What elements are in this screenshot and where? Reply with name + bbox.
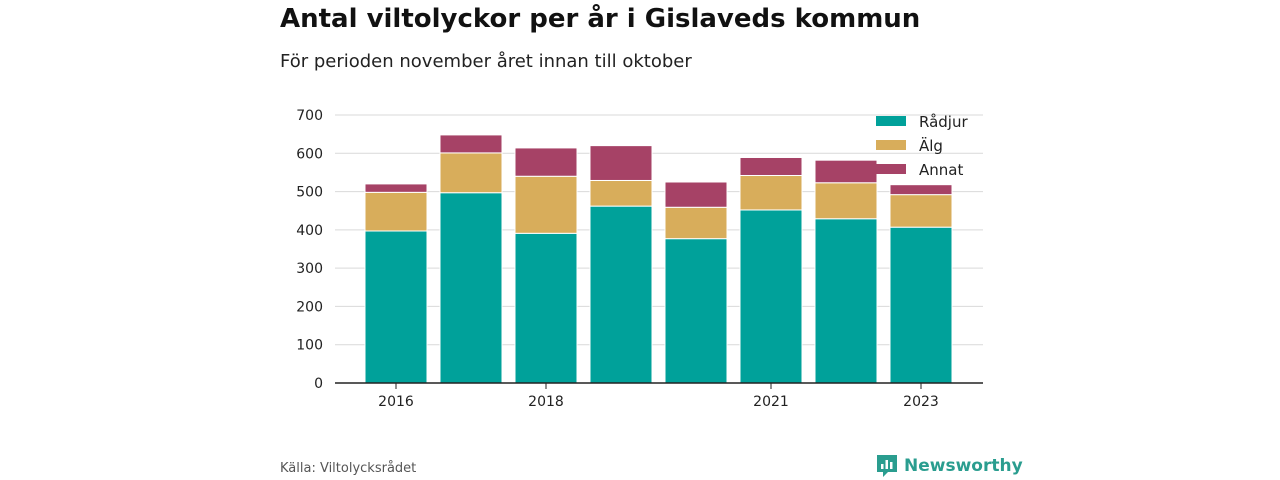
x-tick-label: 2018 — [528, 394, 564, 410]
chart-title: Antal viltolyckor per år i Gislaveds kom… — [280, 4, 921, 34]
bar-segment[interactable] — [364, 230, 428, 384]
bar-segment[interactable] — [664, 238, 728, 384]
legend-label: Älg — [919, 136, 943, 155]
y-tick-label: 600 — [296, 146, 323, 162]
y-tick-label: 200 — [296, 299, 323, 315]
legend-swatch — [876, 116, 906, 126]
legend: Rådjur Älg Annat — [876, 113, 968, 179]
bar-segment[interactable] — [739, 174, 803, 211]
bar-segment[interactable] — [514, 147, 578, 177]
y-tick-label: 400 — [296, 223, 323, 239]
bar-segment[interactable] — [439, 134, 503, 154]
bar-segment[interactable] — [589, 145, 653, 181]
bar-segment[interactable] — [814, 218, 878, 384]
y-tick-label: 700 — [296, 108, 323, 124]
bar-segment[interactable] — [439, 152, 503, 194]
bar-segment[interactable] — [439, 192, 503, 384]
bar-segment[interactable] — [889, 184, 953, 196]
source-note: Källa: Viltolycksrådet — [280, 461, 417, 476]
bar-segment[interactable] — [814, 182, 878, 220]
legend-label: Annat — [919, 161, 963, 179]
bar-segment[interactable] — [739, 209, 803, 384]
bar-segment[interactable] — [589, 179, 653, 207]
legend-swatch — [876, 164, 906, 174]
bar-segment[interactable] — [514, 175, 578, 234]
bar-segment[interactable] — [364, 183, 428, 193]
chart-subtitle: För perioden november året innan till ok… — [280, 51, 692, 72]
y-tick-label: 500 — [296, 185, 323, 201]
bar-segment[interactable] — [664, 181, 728, 208]
bar-segment[interactable] — [664, 206, 728, 240]
brand-name: Newsworthy — [904, 456, 1023, 476]
x-tick-label: 2021 — [753, 394, 789, 410]
axes: 0 100 200 300 400 500 600 700 2016 2018 2021 2023 — [296, 108, 983, 410]
bar-segment[interactable] — [814, 159, 878, 184]
bars — [364, 134, 953, 384]
x-tick-label: 2016 — [378, 394, 414, 410]
brand-logo[interactable]: Newsworthy — [876, 454, 1023, 478]
legend-swatch — [876, 140, 906, 150]
bar-segment[interactable] — [889, 194, 953, 228]
legend-label: Rådjur — [919, 113, 968, 131]
newsworthy-logo-icon — [877, 455, 897, 477]
x-tick-label: 2023 — [903, 394, 939, 410]
y-tick-label: 100 — [296, 338, 323, 354]
bar-segment[interactable] — [589, 205, 653, 384]
bar-segment[interactable] — [364, 191, 428, 232]
bar-segment[interactable] — [514, 232, 578, 384]
bar-segment[interactable] — [889, 226, 953, 384]
bar-segment[interactable] — [739, 156, 803, 176]
y-tick-label: 0 — [314, 376, 323, 392]
y-tick-label: 300 — [296, 261, 323, 277]
